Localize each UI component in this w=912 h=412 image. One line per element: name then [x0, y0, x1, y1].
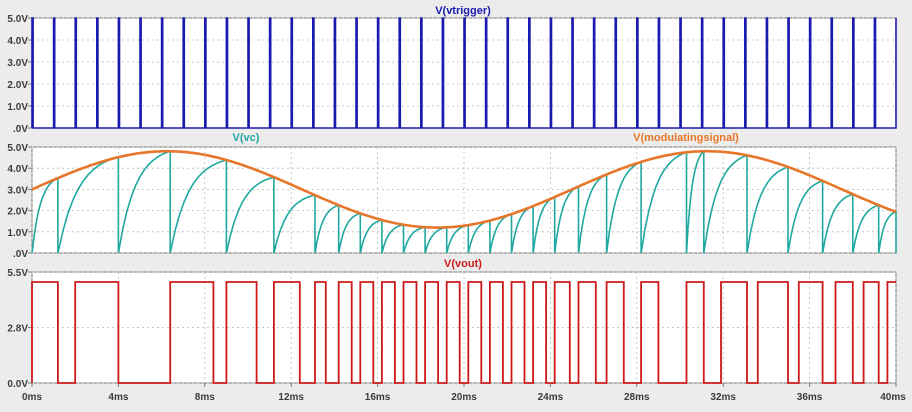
- x-tick-label: 36ms: [797, 392, 823, 403]
- y-tick-label: 5.5V: [7, 268, 28, 279]
- y-tick-label: 4.0V: [7, 36, 28, 47]
- x-tick-label: 8ms: [195, 392, 215, 403]
- title-vtrigger: V(vtrigger): [435, 5, 491, 17]
- x-tick-label: 20ms: [451, 392, 477, 403]
- title-modulatingsignal: V(modulatingsignal): [633, 132, 739, 144]
- title-vc: V(vc): [233, 132, 260, 144]
- y-tick-label: .0V: [13, 249, 28, 260]
- labels: 5.0V 4.0V 3.0V 2.0V 1.0V .0V 5.0V 4.0V 3.0V 2.0V 1…: [7, 14, 906, 403]
- y-tick-label: 0.0V: [7, 379, 28, 390]
- y-tick-label: 5.0V: [7, 143, 28, 154]
- x-tick-label: 4ms: [108, 392, 128, 403]
- x-tick-label: 32ms: [710, 392, 736, 403]
- series-vc: [31, 149, 897, 254]
- y-tick-label: 2.8V: [7, 324, 28, 335]
- y-tick-label: .0V: [13, 124, 28, 135]
- panel-1: [31, 146, 897, 254]
- x-tick-label: 16ms: [365, 392, 391, 403]
- y-tick-label: 3.0V: [7, 58, 28, 69]
- traces: [31, 17, 897, 384]
- series-vout: [31, 281, 896, 384]
- y-tick-label: 2.0V: [7, 207, 28, 218]
- title-vout: V(vout): [444, 258, 482, 270]
- x-tick-label: 28ms: [624, 392, 650, 403]
- y-tick-label: 5.0V: [7, 14, 28, 25]
- y-tick-label: 4.0V: [7, 164, 28, 175]
- y-tick-label: 3.0V: [7, 185, 28, 196]
- series-vtrigger: [31, 17, 897, 129]
- x-tick-label: 24ms: [538, 392, 564, 403]
- series-modulatingsignal: [31, 149, 897, 229]
- x-tick-label: 0ms: [22, 392, 42, 403]
- y-tick-label: 2.0V: [7, 80, 28, 91]
- y-tick-label: 1.0V: [7, 228, 28, 239]
- y-tick-label: 1.0V: [7, 102, 28, 113]
- x-tick-label: 12ms: [278, 392, 304, 403]
- x-tick-label: 40ms: [880, 392, 906, 403]
